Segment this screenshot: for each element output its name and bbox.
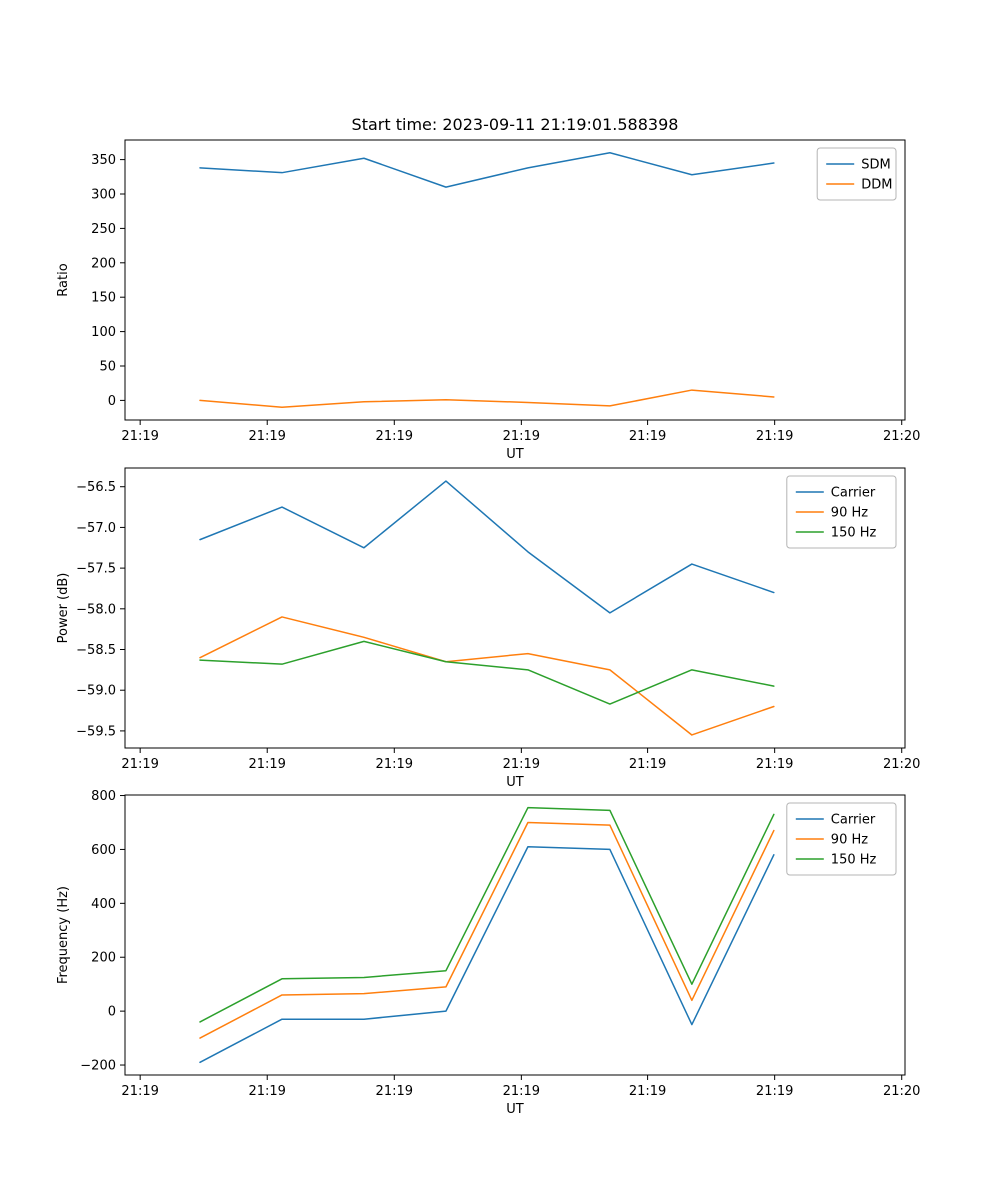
x-tick-label: 21:19 [248, 1084, 285, 1099]
y-tick-label: 600 [91, 843, 116, 858]
y-axis-label: Power (dB) [56, 573, 71, 644]
legend-box [786, 802, 897, 876]
x-axis-label: UT [506, 775, 524, 790]
legend-label: 90 Hz [831, 833, 868, 848]
x-tick-label: 21:19 [629, 757, 666, 772]
y-tick-label: −56.5 [76, 480, 116, 495]
y-tick-label: −58.0 [76, 602, 116, 617]
x-axis-label: UT [506, 447, 524, 462]
x-tick-label: 21:19 [756, 757, 793, 772]
legend-label: Carrier [831, 486, 876, 501]
series-line-150-hz [199, 640, 775, 705]
x-tick-label: 21:19 [248, 757, 285, 772]
x-tick-label: 21:20 [883, 429, 920, 444]
y-tick-label: −58.5 [76, 643, 116, 658]
y-tick-label: −59.0 [76, 684, 116, 699]
chart-frequency: 21:19 21:19 21:19 21:19 21:19 21:19 21:20 −200 0… [56, 789, 920, 1117]
legend-label: SDM [861, 158, 890, 173]
y-tick-label: 150 [91, 291, 116, 306]
series-line-ddm [199, 389, 775, 409]
x-tick-label: 21:19 [376, 429, 413, 444]
y-axis-label: Ratio [56, 263, 71, 296]
series-line-150-hz [199, 806, 775, 1023]
legend-label: 90 Hz [831, 506, 868, 521]
legend-label: Carrier [831, 813, 876, 828]
y-tick-label: 200 [91, 256, 116, 271]
y-tick-label: 400 [91, 897, 116, 912]
x-tick-label: 21:19 [629, 1084, 666, 1099]
series-line-sdm [199, 151, 775, 188]
y-tick-label: 50 [99, 359, 116, 374]
x-tick-label: 21:19 [756, 1084, 793, 1099]
axes-frame [124, 467, 906, 749]
series-line-90-hz [199, 616, 775, 736]
y-tick-label: 0 [108, 394, 116, 409]
x-tick-label: 21:19 [629, 429, 666, 444]
series-line-90-hz [199, 821, 775, 1039]
x-tick-label: 21:19 [248, 429, 285, 444]
y-tick-label: −200 [80, 1059, 116, 1074]
legend-box [786, 475, 897, 549]
y-tick-label: −57.5 [76, 562, 116, 577]
axes-frame [124, 139, 906, 421]
y-tick-label: 100 [91, 325, 116, 340]
legend-label: DDM [861, 178, 892, 193]
y-tick-label: −57.0 [76, 521, 116, 536]
x-tick-label: 21:20 [883, 757, 920, 772]
chart-power: 21:19 21:19 21:19 21:19 21:19 21:19 21:20 −56.5… [56, 467, 920, 790]
x-tick-label: 21:19 [503, 757, 540, 772]
x-tick-label: 21:19 [376, 1084, 413, 1099]
series-line-carrier [199, 480, 775, 614]
x-tick-label: 21:19 [121, 429, 158, 444]
x-tick-label: 21:19 [503, 1084, 540, 1099]
x-tick-label: 21:19 [756, 429, 793, 444]
legend-box [816, 147, 897, 201]
chart-title: Start time: 2023-09-11 21:19:01.588398 [352, 115, 679, 134]
series-line-carrier [199, 845, 775, 1064]
legend-label: 150 Hz [831, 853, 877, 868]
chart-ratio: 21:19 21:19 21:19 21:19 21:19 21:19 21:20 0 50 10… [56, 115, 920, 462]
legend-label: 150 Hz [831, 526, 877, 541]
y-tick-label: 0 [108, 1005, 116, 1020]
y-tick-label: −59.5 [76, 724, 116, 739]
y-tick-label: 350 [91, 153, 116, 168]
y-tick-label: 800 [91, 789, 116, 804]
y-axis-label: Frequency (Hz) [56, 886, 71, 984]
x-axis-label: UT [506, 1102, 524, 1117]
x-tick-label: 21:19 [503, 429, 540, 444]
x-tick-label: 21:19 [121, 757, 158, 772]
y-tick-label: 200 [91, 951, 116, 966]
x-tick-label: 21:20 [883, 1084, 920, 1099]
y-tick-label: 250 [91, 222, 116, 237]
axes-frame [124, 794, 906, 1076]
y-tick-label: 300 [91, 188, 116, 203]
x-tick-label: 21:19 [121, 1084, 158, 1099]
x-tick-label: 21:19 [376, 757, 413, 772]
